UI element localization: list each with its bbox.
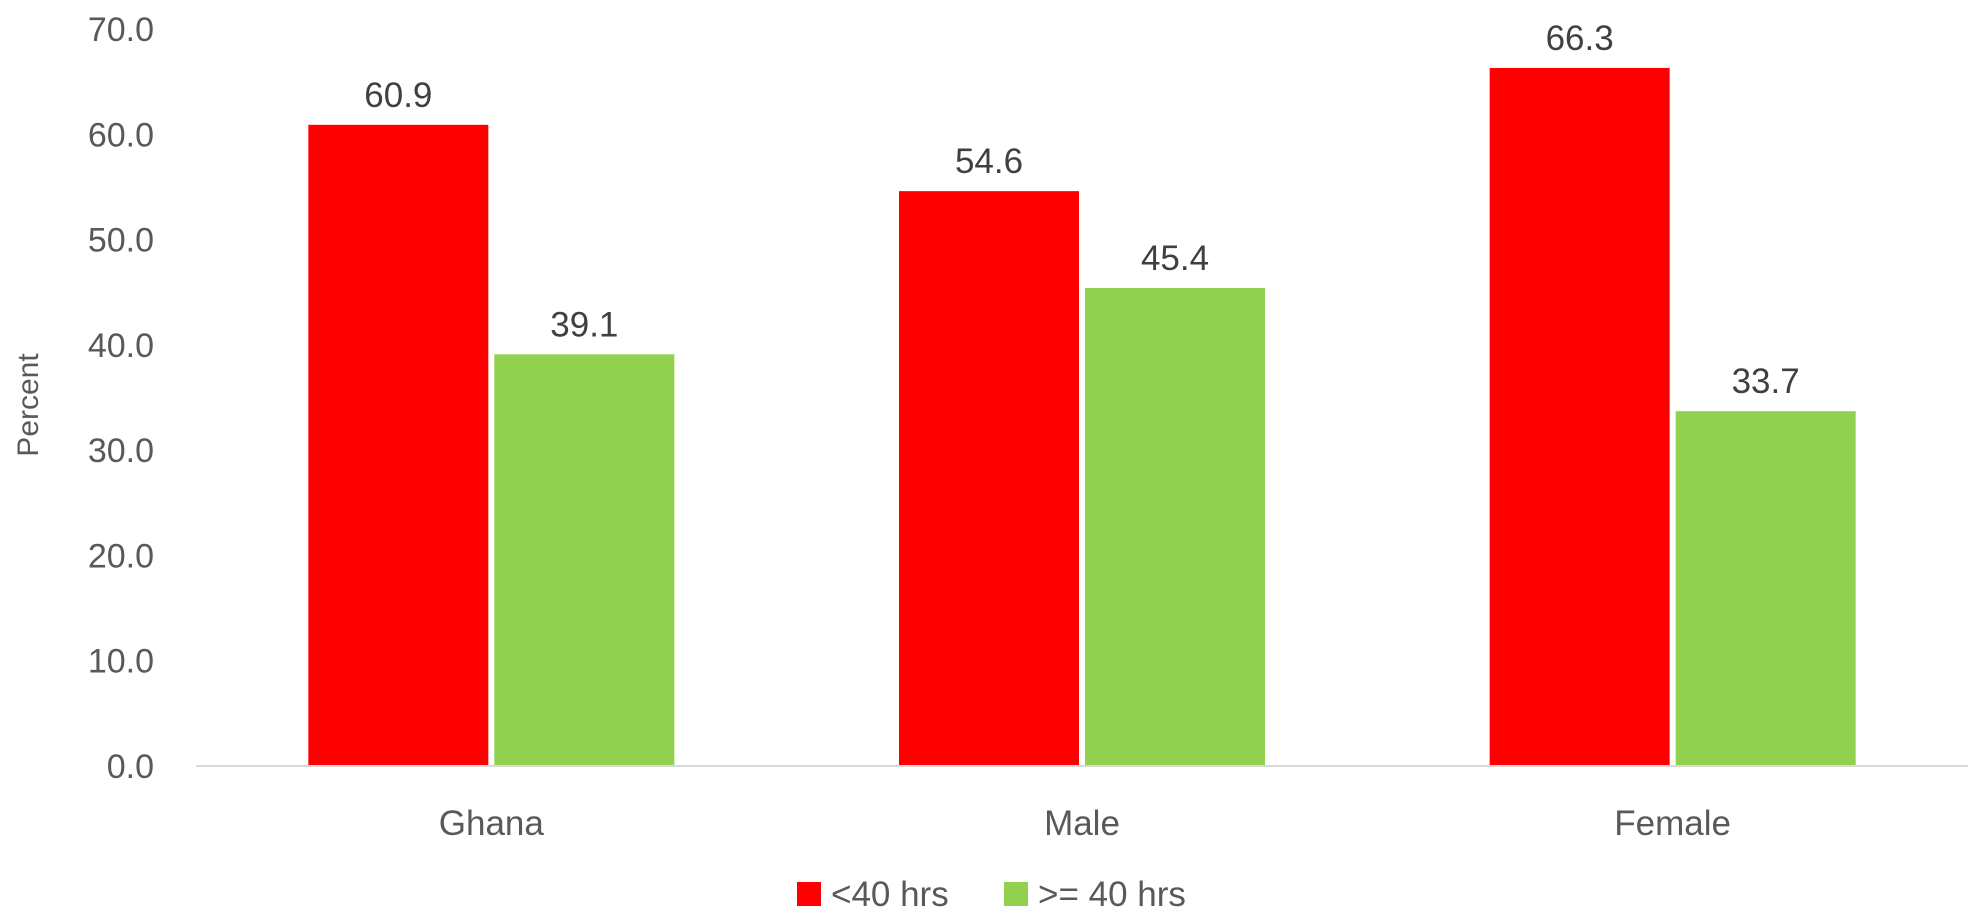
bar	[494, 354, 675, 766]
data-label: 33.7	[1732, 362, 1800, 401]
legend-label: <40 hrs	[831, 875, 949, 914]
bar	[308, 124, 489, 766]
y-tick-label: 60.0	[88, 116, 154, 154]
y-tick-label: 70.0	[88, 11, 154, 49]
x-tick-label: Male	[1044, 804, 1120, 843]
bar	[1675, 411, 1856, 766]
legend-label: >= 40 hrs	[1038, 875, 1186, 914]
x-tick-label: Female	[1614, 804, 1731, 843]
data-labels: 60.9 39.1 54.6 45.4 66.3 33.7	[364, 19, 1799, 401]
bar	[899, 191, 1079, 766]
y-tick-label: 20.0	[88, 537, 154, 575]
data-label: 60.9	[364, 76, 432, 115]
bar	[1489, 67, 1670, 767]
y-tick-label: 10.0	[88, 643, 154, 681]
y-axis-title: Percent	[12, 353, 45, 457]
legend: <40 hrs >= 40 hrs	[797, 875, 1186, 914]
data-label: 66.3	[1546, 19, 1614, 58]
y-tick-label: 40.0	[88, 327, 154, 365]
x-tick-label: Ghana	[439, 804, 545, 843]
data-label: 45.4	[1141, 239, 1209, 278]
legend-swatch	[797, 882, 821, 906]
y-axis-ticks: 0.0 10.0 20.0 30.0 40.0 50.0 60.0 70.0	[88, 11, 154, 786]
y-tick-label: 50.0	[88, 222, 154, 260]
data-label: 54.6	[955, 142, 1023, 181]
bars	[308, 67, 1856, 767]
category-labels: Ghana Male Female	[439, 804, 1731, 843]
y-tick-label: 0.0	[107, 748, 154, 786]
bar	[1085, 288, 1265, 766]
legend-swatch	[1004, 882, 1028, 906]
data-label: 39.1	[550, 305, 618, 344]
y-tick-label: 30.0	[88, 432, 154, 470]
